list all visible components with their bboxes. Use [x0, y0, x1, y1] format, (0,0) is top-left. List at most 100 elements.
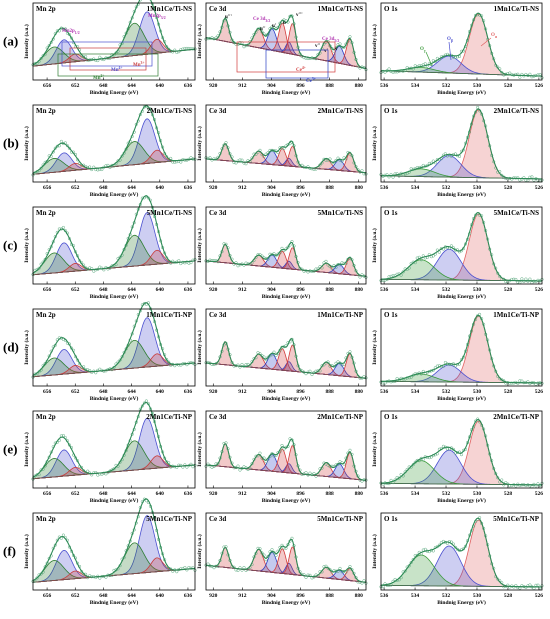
- data-point: [532, 586, 536, 591]
- data-point: [348, 35, 352, 39]
- data-point: [354, 576, 358, 580]
- plot-frame: [205, 2, 367, 81]
- data-point: [286, 245, 290, 249]
- x-tick-label: 528: [504, 593, 513, 599]
- x-axis-label: Bindnig Energy (eV): [437, 89, 486, 96]
- ce-v2-label: v'': [315, 44, 321, 49]
- plot-frame: [380, 512, 543, 591]
- x-tick-label: 896: [296, 389, 305, 395]
- envelope-line: [205, 14, 367, 69]
- plot-frame: [380, 308, 543, 387]
- x-tick-label: 648: [99, 593, 108, 599]
- data-point: [165, 45, 169, 49]
- plot-frame: [32, 308, 196, 387]
- x-tick-label: 652: [71, 185, 80, 191]
- data-point: [39, 166, 43, 170]
- data-point: [82, 572, 86, 576]
- xps-panel-ce-4: 920 912 904 896 888 880 Bindnig Energy (eV) Int…: [196, 308, 368, 402]
- plot-frame: [32, 104, 196, 183]
- data-point: [116, 159, 120, 163]
- data-point: [264, 558, 268, 562]
- ce3d52-label: Ce 3d5/2: [322, 37, 339, 43]
- data-point: [433, 59, 437, 64]
- x-tick-label: 888: [326, 491, 335, 497]
- data-point: [476, 417, 480, 421]
- x-tick-label: 636: [184, 185, 193, 191]
- x-tick-label: 920: [209, 185, 218, 191]
- x-tick-label: 636: [184, 593, 193, 599]
- x-tick-label: 896: [296, 287, 305, 293]
- x-tick-label: 636: [184, 83, 193, 89]
- envelope-line: [32, 105, 196, 174]
- y-axis-label: Intensity (a.u.): [371, 534, 378, 569]
- data-point: [61, 225, 65, 230]
- region-title: Ce 3d: [209, 5, 226, 13]
- y-axis-label: Intensity (a.u.): [196, 534, 203, 569]
- x-tick-label: 528: [504, 491, 513, 497]
- data-point: [183, 566, 187, 570]
- y-axis-label: Intensity (a.u.): [371, 126, 378, 161]
- x-axis-label: Bindnig Energy (eV): [90, 599, 139, 606]
- x-tick-label: 880: [355, 287, 364, 293]
- y-axis-label: Intensity (a.u.): [196, 24, 203, 59]
- data-point: [524, 483, 528, 488]
- x-tick-label: 920: [209, 389, 218, 395]
- sample-name: 1Mn1Ce/Ti-NP: [146, 311, 192, 319]
- xps-panel-o-2: 536 534 532 530 528 526 Bindnig Energy (eV) Int…: [371, 104, 544, 198]
- x-tick-label: 656: [43, 287, 52, 293]
- ce3d32-label: Ce 3d3/2: [253, 17, 270, 23]
- region-title: Mn 2p: [36, 311, 56, 319]
- region-title: O 1s: [384, 209, 398, 217]
- ce-u-label: u: [283, 21, 286, 26]
- data-point: [61, 533, 65, 537]
- x-tick-label: 912: [238, 287, 247, 293]
- x-tick-label: 920: [209, 593, 218, 599]
- envelope-line: [205, 438, 367, 481]
- background-line: [32, 568, 196, 583]
- x-tick-label: 888: [326, 287, 335, 293]
- y-axis-label: Intensity (a.u.): [371, 432, 378, 467]
- envelope-line: [380, 419, 543, 486]
- data-point: [415, 553, 419, 557]
- region-title: Ce 3d: [209, 107, 226, 115]
- x-tick-label: 526: [535, 389, 544, 395]
- data-point: [453, 545, 458, 549]
- data-point: [118, 358, 122, 362]
- data-point: [334, 569, 338, 573]
- mn3-label: Mn3+: [133, 61, 145, 68]
- x-tick-label: 904: [267, 389, 276, 395]
- data-point: [274, 254, 278, 258]
- data-point: [35, 473, 39, 477]
- x-axis-label: Bindnig Energy (eV): [90, 293, 139, 300]
- o-alpha-label: Oα: [491, 33, 498, 39]
- y-axis-label: Intensity (a.u.): [23, 228, 30, 263]
- x-axis-label: Bindnig Energy (eV): [437, 599, 486, 606]
- x-axis-label: Bindnig Energy (eV): [90, 89, 139, 96]
- xps-panel-mn-4: 656 652 648 644 640 636 Bindnig Energy (eV) Int…: [23, 301, 197, 402]
- data-point: [288, 14, 292, 18]
- o-alpha-arrow: [480, 37, 492, 47]
- x-tick-label: 640: [156, 491, 165, 497]
- data-point: [206, 360, 210, 364]
- data-point: [528, 277, 532, 281]
- x-tick-label: 912: [238, 491, 247, 497]
- x-tick-label: 888: [326, 389, 335, 395]
- plot-frame: [380, 104, 543, 183]
- x-tick-label: 530: [473, 83, 482, 89]
- data-point: [409, 560, 413, 565]
- data-point: [524, 585, 528, 589]
- x-tick-label: 648: [99, 389, 108, 395]
- x-tick-label: 920: [209, 83, 218, 89]
- x-tick-label: 530: [473, 593, 482, 599]
- data-point: [316, 369, 320, 373]
- x-tick-label: 532: [442, 185, 451, 191]
- data-point: [112, 467, 116, 471]
- x-tick-label: 896: [296, 593, 305, 599]
- data-point: [67, 32, 71, 37]
- envelope-line: [205, 140, 367, 174]
- data-point: [455, 450, 460, 455]
- x-tick-label: 536: [380, 491, 389, 497]
- y-axis-label: Intensity (a.u.): [196, 330, 203, 365]
- data-point: [264, 358, 268, 362]
- envelope-line: [380, 212, 543, 282]
